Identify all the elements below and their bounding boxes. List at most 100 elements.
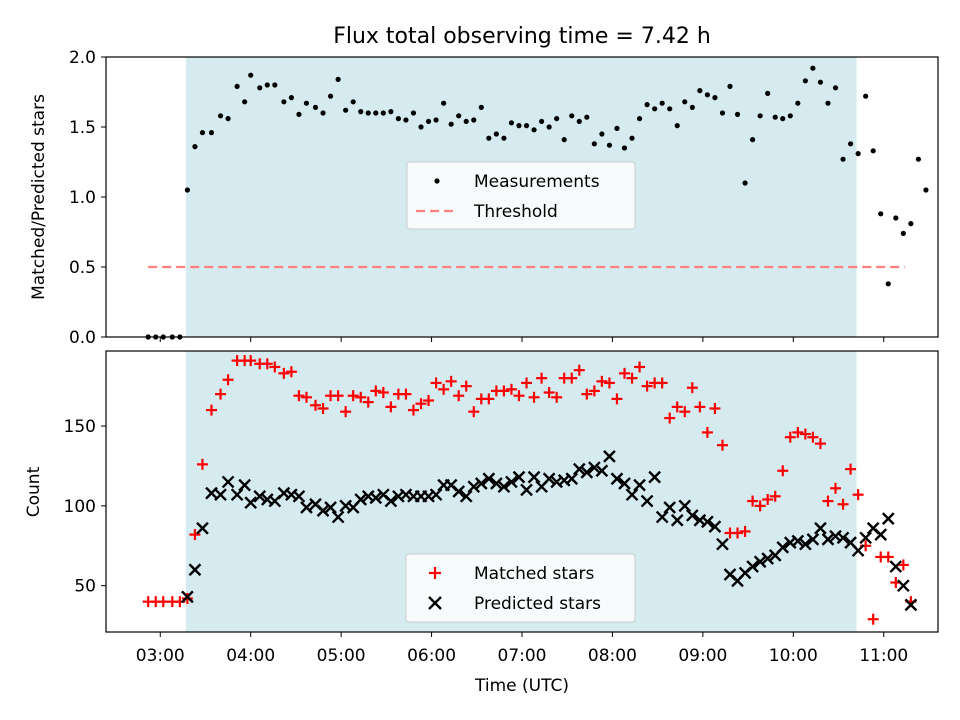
predicted-x-b (376, 488, 390, 502)
measurement-point (272, 82, 278, 88)
top-y-tick-label: 0.0 (69, 328, 96, 348)
predicted-star-point (580, 465, 594, 479)
matched-star-point (588, 385, 600, 397)
measurement-point (908, 221, 914, 227)
bottom-x-tick-label: 11:00 (859, 646, 908, 666)
predicted-star-point (221, 475, 235, 489)
measurement-point (493, 131, 499, 137)
predicted-x-b (783, 536, 797, 549)
matched-star-point (837, 498, 849, 510)
matched-star-point (460, 380, 472, 392)
predicted-star-point (625, 488, 639, 502)
matched-star-point (468, 406, 480, 418)
measurement-point (584, 114, 590, 120)
measurement-point (395, 116, 402, 122)
bottom-x-axis-label: Time (UTC) (474, 676, 569, 696)
measurement-point (501, 135, 507, 141)
predicted-x-b (640, 494, 654, 508)
predicted-star-point (230, 488, 244, 502)
predicted-x-b (467, 480, 481, 494)
predicted-x-b (459, 489, 473, 503)
matched-star-point (407, 404, 419, 416)
predicted-star-point (904, 598, 918, 612)
predicted-star-point (663, 501, 677, 514)
predicted-star-point (384, 494, 398, 508)
matched-star-point (671, 401, 683, 413)
measurement-point (772, 114, 778, 120)
predicted-x-b (618, 477, 631, 490)
measurement-point (242, 99, 248, 105)
predicted-star-point (527, 470, 541, 484)
matched-star-point (278, 367, 290, 379)
predicted-star-point (821, 533, 835, 546)
predicted-x-b (309, 497, 322, 511)
measurement-point (614, 125, 620, 131)
predicted-star-point (497, 480, 511, 494)
predicted-x-b (806, 533, 820, 546)
measurement-point (704, 92, 710, 98)
bottom-y-tick-label: 50 (74, 577, 96, 597)
predicted-x-b (196, 521, 209, 535)
measurement-point (750, 137, 756, 143)
predicted-x-b (633, 478, 646, 492)
measurement-point (288, 95, 294, 101)
measurement-point (697, 88, 703, 94)
matched-star-point (694, 401, 706, 413)
predicted-x-b (814, 521, 827, 535)
predicted-star-point (505, 475, 518, 489)
matched-star-point (300, 391, 312, 403)
matched-star-point (528, 391, 540, 403)
matched-star-point (521, 377, 533, 389)
predicted-star-point (324, 501, 337, 514)
measurement-point (471, 117, 477, 123)
measurement-point (727, 83, 733, 89)
predicted-x-b (292, 489, 306, 503)
predicted-x-b (685, 509, 699, 522)
measurement-point (742, 180, 748, 186)
measurement-point (554, 116, 560, 122)
measurement-point (832, 85, 839, 91)
matched-star-point (498, 385, 510, 397)
matched-star-point (686, 382, 698, 394)
matched-star-point (596, 375, 608, 387)
predicted-x-b (625, 488, 639, 502)
matched-star-point (377, 387, 389, 399)
predicted-x-b (595, 464, 609, 478)
measurement-point (358, 109, 364, 115)
top-y-tick-label: 0.5 (69, 258, 96, 278)
predicted-x-b (497, 480, 511, 494)
predicted-star-point (814, 521, 827, 535)
measurement-point (659, 100, 665, 106)
measurement-point (312, 104, 319, 110)
bottom-x-axis-ticks: 03:00 04:00 05:00 06:00 07:00 08:00 09:00 10:00… (136, 632, 908, 666)
measurement-point (810, 65, 816, 71)
top-y-axis-ticks: 0.0 0.5 1.0 1.5 2.0 (69, 48, 106, 348)
matched-star-point (852, 489, 864, 501)
predicted-star-point (708, 520, 722, 533)
measurement-point (825, 100, 831, 106)
bottom-x-tick-label: 10:00 (769, 646, 818, 666)
matched-star-point (739, 525, 751, 537)
measurement-point (373, 110, 379, 116)
matched-star-point (634, 361, 646, 373)
measurement-point (516, 123, 522, 129)
predicted-x-b (836, 531, 850, 545)
measurement-point (531, 127, 537, 133)
matched-star-point (792, 426, 804, 438)
measurement-point (538, 118, 545, 124)
matched-star-point (196, 458, 208, 470)
predicted-star-point (881, 512, 895, 525)
predicted-x-b (316, 504, 330, 518)
matched-star-point (603, 377, 615, 389)
matched-star-point (362, 396, 374, 408)
matched-star-point (438, 383, 450, 395)
bottom-y-tick-label: 150 (64, 417, 96, 437)
matched-star-point (769, 490, 781, 502)
predicted-star-point (482, 472, 496, 486)
matched-star-point (830, 482, 842, 494)
bottom-y-tick-label: 100 (64, 497, 96, 517)
measurement-point (591, 141, 597, 147)
matched-star-point (445, 375, 457, 387)
predicted-star-point (354, 493, 368, 506)
